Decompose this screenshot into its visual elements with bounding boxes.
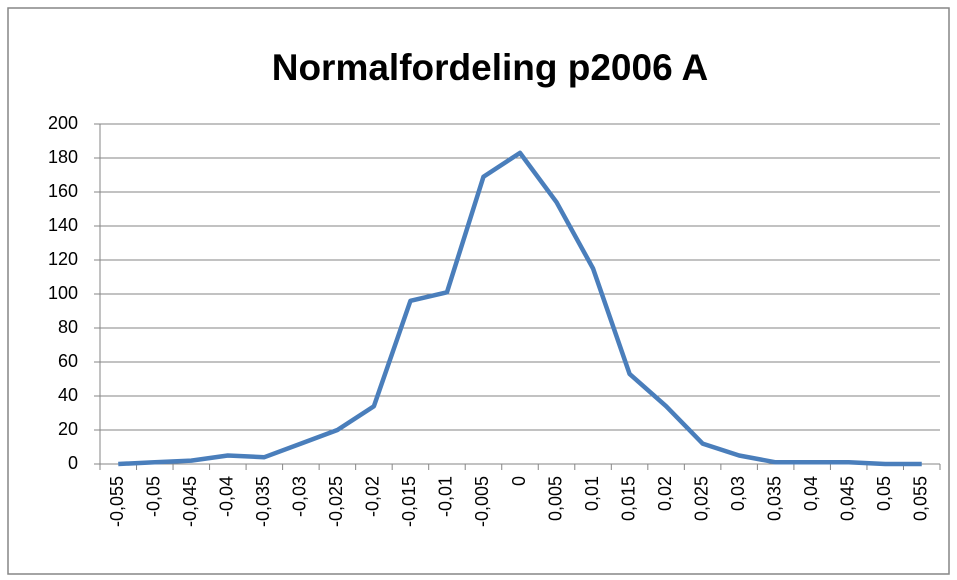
x-tick-label: 0,055 bbox=[910, 476, 930, 521]
x-tick-label: 0,015 bbox=[618, 476, 638, 521]
x-tick-label: 0,01 bbox=[582, 476, 602, 511]
x-tick-label: 0,025 bbox=[691, 476, 711, 521]
y-tick-label: 200 bbox=[48, 113, 78, 133]
x-tick-label: -0,02 bbox=[363, 476, 383, 517]
x-tick-label: 0,04 bbox=[801, 476, 821, 511]
y-tick-label: 20 bbox=[58, 419, 78, 439]
data-line bbox=[118, 150, 922, 467]
x-tick-label: -0,03 bbox=[290, 476, 310, 517]
x-tick-label: 0,045 bbox=[837, 476, 857, 521]
y-tick-label: 160 bbox=[48, 181, 78, 201]
y-tick-label: 0 bbox=[68, 453, 78, 473]
chart-title: Normalfordeling p2006 A bbox=[272, 47, 709, 88]
x-tick-label: 0,05 bbox=[874, 476, 894, 511]
chart-border bbox=[7, 7, 950, 575]
x-tick-label: -0,005 bbox=[472, 476, 492, 527]
x-tick-label: 0 bbox=[509, 476, 529, 486]
y-tick-label: 80 bbox=[58, 317, 78, 337]
y-tick-label: 180 bbox=[48, 147, 78, 167]
x-tick-label: 0,005 bbox=[545, 476, 565, 521]
x-tick-label: -0,01 bbox=[436, 476, 456, 517]
y-tick-label: 120 bbox=[48, 249, 78, 269]
x-tick-label: 0,02 bbox=[655, 476, 675, 511]
x-tick-label: -0,04 bbox=[217, 476, 237, 517]
y-tick-label: 140 bbox=[48, 215, 78, 235]
x-tick-label: -0,025 bbox=[326, 476, 346, 527]
y-tick-label: 100 bbox=[48, 283, 78, 303]
x-tick-label: 0,03 bbox=[728, 476, 748, 511]
x-tick-label: -0,035 bbox=[253, 476, 273, 527]
x-tick-label: -0,015 bbox=[399, 476, 419, 527]
x-tick-label: 0,035 bbox=[764, 476, 784, 521]
x-tick-label: -0,05 bbox=[144, 476, 164, 517]
y-tick-label: 40 bbox=[58, 385, 78, 405]
x-tick-label: -0,055 bbox=[107, 476, 127, 527]
x-tick-label: -0,045 bbox=[180, 476, 200, 527]
y-tick-label: 60 bbox=[58, 351, 78, 371]
